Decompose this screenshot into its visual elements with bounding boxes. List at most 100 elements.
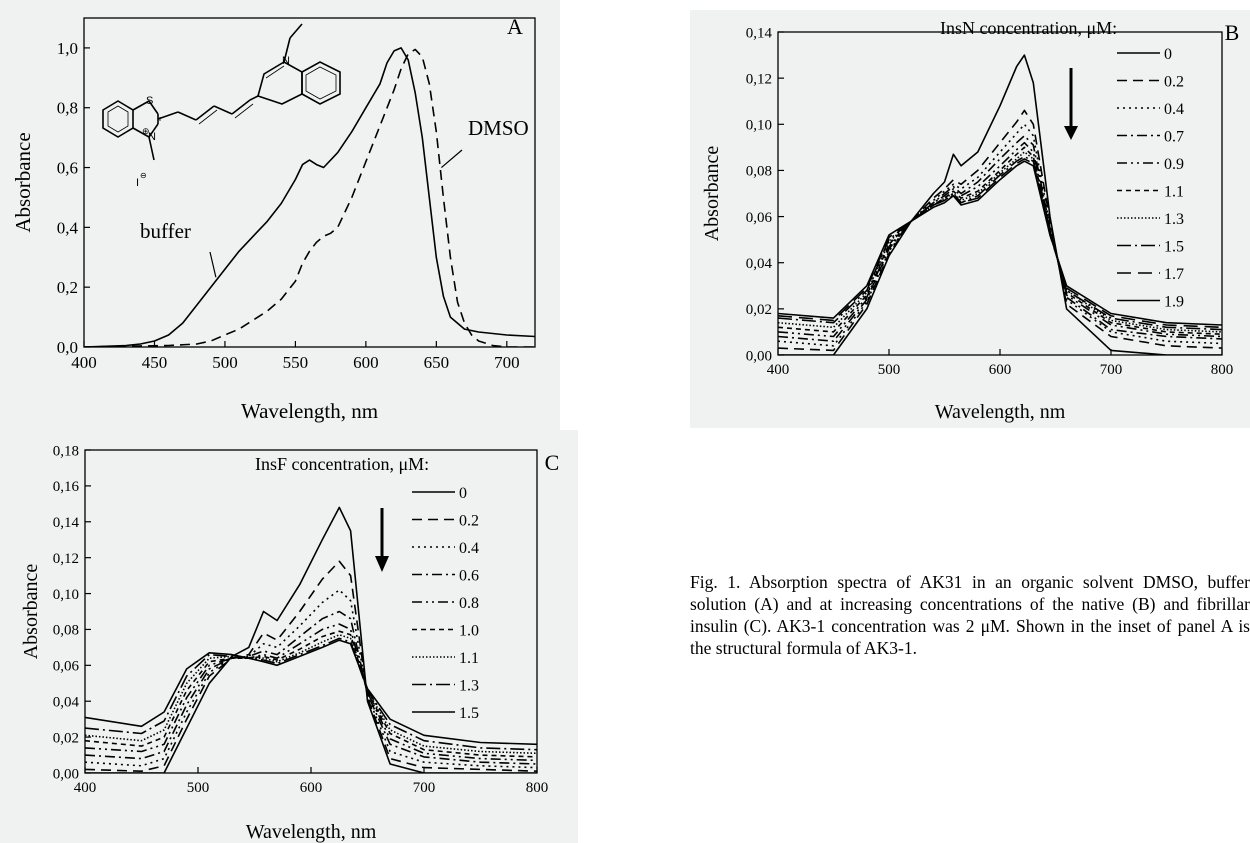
panel-a-y-tick-label: 0,6 bbox=[57, 158, 78, 177]
panel-b-y-tick-label: 0,04 bbox=[746, 256, 773, 272]
panel-c-y-tick-label: 0,10 bbox=[53, 587, 79, 603]
panel-b-y-tick-label: 0,02 bbox=[746, 302, 772, 318]
panel-c-series-0 bbox=[85, 506, 537, 773]
panel-a-y-tick-label: 1,0 bbox=[57, 39, 78, 58]
panel-c-legend-label: 0 bbox=[459, 485, 467, 502]
panel-c-y-axis-label: Absorbance bbox=[20, 564, 42, 660]
panel-a-y-tick-label: 0,2 bbox=[57, 278, 78, 297]
figure-caption: Fig. 1. Absorption spectra of AK31 in an… bbox=[690, 572, 1250, 658]
atom-s: S bbox=[146, 95, 153, 107]
panel-c-legend-title: InsF concentration, μM: bbox=[255, 454, 429, 474]
panel-a-annotation-buffer: buffer bbox=[140, 219, 191, 243]
panel-c-legend-label: 0.8 bbox=[459, 595, 479, 612]
panel-a-series-buffer bbox=[84, 47, 535, 347]
panel-a-annotation-dmso-pointer bbox=[441, 149, 463, 169]
panel-b-series-1-5 bbox=[778, 155, 1222, 331]
panel-c-legend-label: 1.5 bbox=[459, 705, 479, 722]
panel-b-legend-label: 1.9 bbox=[1164, 294, 1184, 311]
panel-a-plot: 400 450 500 550 600 650 700 0,0 0,2 0,4 0,6 0,8 1,0 W… bbox=[11, 14, 536, 423]
panel-a-annotation-dmso: DMSO bbox=[468, 116, 529, 140]
panel-b-legend-label: 1.7 bbox=[1164, 266, 1184, 283]
panel-b-legend-label: 0.7 bbox=[1164, 129, 1184, 146]
panel-b-legend-label: 0.2 bbox=[1164, 74, 1184, 91]
panel-c-x-tick-label: 700 bbox=[413, 780, 436, 796]
panel-a-x-tick-label: 450 bbox=[142, 353, 168, 372]
structural-formula-inset bbox=[102, 23, 341, 161]
atom-charge-plus: ⊕ bbox=[142, 126, 150, 136]
panel-b-y-axis-label: Absorbance bbox=[701, 146, 723, 242]
atom-iodide: I bbox=[136, 177, 139, 189]
panel-c-legend-label: 0.2 bbox=[459, 513, 479, 530]
panel-c-series-1-5 bbox=[85, 639, 537, 746]
panel-c-series-0-2 bbox=[85, 560, 537, 772]
panel-b-legend-label: 1.1 bbox=[1164, 184, 1184, 201]
panel-b-series-0-4 bbox=[778, 123, 1222, 347]
panel-c-x-tick-label: 600 bbox=[300, 780, 323, 796]
panel-a-y-tick-label: 0,0 bbox=[57, 338, 78, 357]
panel-b-y-tick-label: 0,14 bbox=[746, 25, 773, 41]
panel-b-background bbox=[690, 10, 1250, 428]
panel-a-x-tick-label: 500 bbox=[212, 353, 238, 372]
panel-c-y-tick-label: 0,02 bbox=[53, 730, 79, 746]
panel-b-y-tick-label: 0,06 bbox=[746, 210, 773, 226]
panel-a-y-axis-label: Absorbance bbox=[11, 132, 35, 232]
panel-a-x-tick-label: 550 bbox=[283, 353, 309, 372]
panel-a-x-tick-label: 400 bbox=[71, 353, 97, 372]
atom-charge-minus: ⊖ bbox=[140, 171, 147, 180]
panel-b-series-1-9 bbox=[778, 160, 1222, 326]
panel-b-x-tick-label: 400 bbox=[767, 362, 790, 378]
panel-b-legend-label: 1.3 bbox=[1164, 211, 1184, 228]
panel-a-y-tick-label: 0,4 bbox=[57, 218, 79, 237]
panel-a-x-axis-label: Wavelength, nm bbox=[241, 399, 378, 423]
panel-b-series-1-1 bbox=[778, 146, 1222, 335]
panel-a-letter: A bbox=[507, 14, 523, 39]
panel-c-series-0-8 bbox=[85, 623, 537, 762]
panel-a-annotation-buffer-pointer bbox=[209, 251, 217, 278]
panel-c-series-0-6 bbox=[85, 610, 537, 765]
panel-b-series-0-2 bbox=[778, 109, 1222, 352]
panel-b: 400 500 600 700 800 0,00 0,02 0,04 0,06 0,08 0,10 0… bbox=[690, 10, 1250, 428]
panel-c-legend-label: 1.0 bbox=[459, 623, 479, 640]
panel-b-legend-label: 0.4 bbox=[1164, 101, 1184, 118]
panel-a: 400 450 500 550 600 650 700 0,0 0,2 0,4 0,6 0,8 1,0 W… bbox=[0, 0, 560, 430]
panel-c-y-tick-label: 0,14 bbox=[53, 515, 80, 531]
panel-a-x-tick-label: 700 bbox=[494, 353, 520, 372]
panel-a-background bbox=[0, 0, 560, 430]
panel-c-x-tick-label: 500 bbox=[187, 780, 210, 796]
panel-c-arrow bbox=[375, 508, 389, 572]
panel-b-x-tick-label: 800 bbox=[1211, 362, 1234, 378]
panel-b-x-tick-label: 500 bbox=[878, 362, 901, 378]
panel-c-series-1-3 bbox=[85, 637, 537, 751]
panel-b-letter: B bbox=[1225, 20, 1240, 45]
panel-c-legend-label: 0.6 bbox=[459, 568, 479, 585]
panel-c-letter: C bbox=[545, 450, 560, 475]
panel-b-legend-title: InsN concentration, μM: bbox=[940, 18, 1117, 38]
panel-a-x-tick-label: 650 bbox=[424, 353, 450, 372]
panel-c-x-tick-label: 400 bbox=[74, 780, 97, 796]
panel-b-x-tick-label: 600 bbox=[989, 362, 1012, 378]
panel-b-series-0 bbox=[778, 54, 1222, 355]
panel-c-y-tick-label: 0,00 bbox=[53, 766, 79, 782]
panel-b-series-0-9 bbox=[778, 141, 1222, 338]
panel-a-y-tick-label: 0,8 bbox=[57, 99, 78, 118]
panel-b-y-tick-label: 0,00 bbox=[746, 348, 772, 364]
panel-a-x-tick-label: 600 bbox=[353, 353, 379, 372]
panel-c-series-0-4 bbox=[85, 589, 537, 769]
panel-b-x-tick-label: 700 bbox=[1100, 362, 1123, 378]
panel-c-y-tick-label: 0,18 bbox=[53, 443, 79, 459]
panel-c-y-tick-label: 0,08 bbox=[53, 623, 79, 639]
panel-b-y-tick-label: 0,10 bbox=[746, 118, 772, 134]
panel-b-legend-label: 1.5 bbox=[1164, 239, 1184, 256]
panel-c-legend-label: 0.4 bbox=[459, 540, 479, 557]
panel-c-x-axis-label: Wavelength, nm bbox=[246, 821, 377, 843]
panel-c-y-tick-label: 0,06 bbox=[53, 659, 80, 675]
panel-c: 400 500 600 700 800 0,00 0,02 0,04 0,06 0,08 0,10 0… bbox=[0, 430, 578, 843]
panel-c-plot: 400 500 600 700 800 0,00 0,02 0,04 0,06 0,08 0,10 0… bbox=[20, 443, 559, 843]
structural-formula-atoms: S N ⊕ N I ⊖ bbox=[136, 55, 290, 189]
panel-b-plot: 400 500 600 700 800 0,00 0,02 0,04 0,06 0,08 0,10 0… bbox=[701, 18, 1239, 423]
panel-c-y-tick-label: 0,04 bbox=[53, 694, 80, 710]
panel-c-y-tick-label: 0,16 bbox=[53, 479, 80, 495]
panel-b-arrow bbox=[1064, 68, 1078, 140]
panel-a-series-DMSO bbox=[84, 48, 535, 347]
